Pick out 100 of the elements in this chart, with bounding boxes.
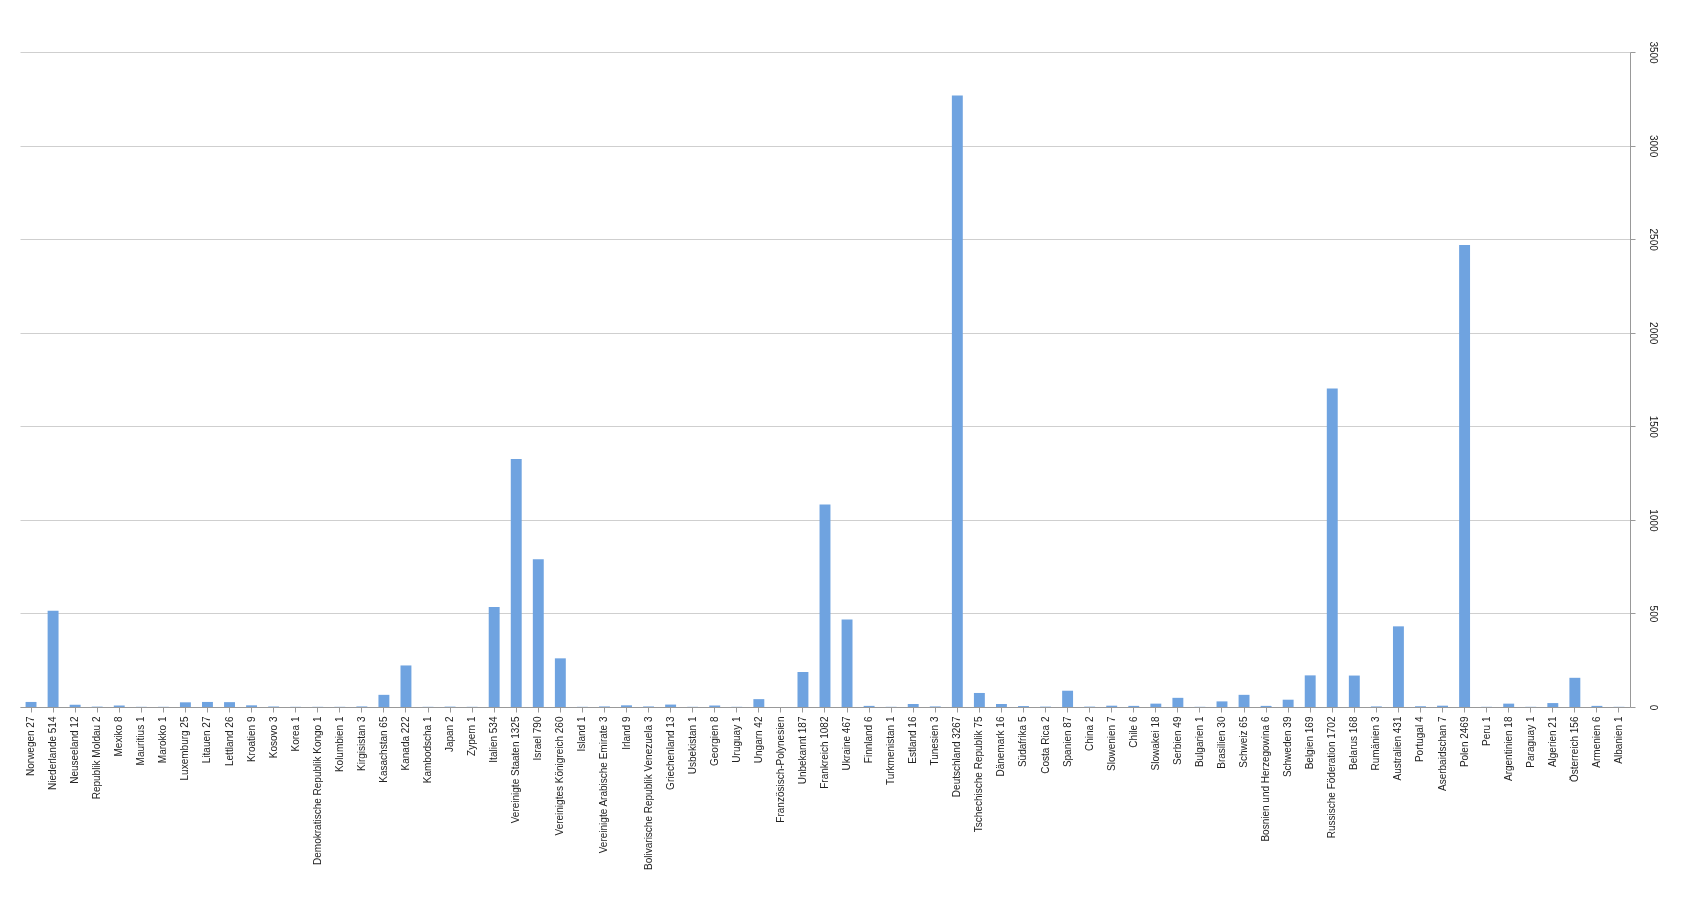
x-tick-label: Norwegen 27: [25, 716, 37, 776]
x-tick-label: Neuseeland 12: [69, 716, 81, 784]
bar: [973, 692, 985, 707]
x-tick-label: Spanien 87: [1061, 716, 1073, 768]
y-tick-label: 3000: [1647, 134, 1659, 158]
bar: [1392, 626, 1404, 707]
x-tick-label: Slowakei 18: [1149, 716, 1161, 771]
x-tick-label: Bolivarische Republik Venezuela 3: [642, 716, 654, 870]
y-tick-label: 1000: [1647, 509, 1659, 532]
x-tick-label: Chile 6: [1127, 716, 1139, 748]
x-tick-label: Tschechische Republik 75: [973, 716, 985, 833]
x-tick-label: Vereinigte Arabische Emirate 3: [598, 716, 610, 854]
bar: [25, 701, 37, 707]
x-tick-label: Luxemburg 25: [179, 716, 191, 781]
bar: [488, 607, 500, 707]
x-tick-label: Kambodscha 1: [422, 716, 434, 784]
x-tick-label: Paraguay 1: [1524, 716, 1536, 768]
x-tick-label: Aserbaidschan 7: [1436, 716, 1448, 791]
y-tick-label: 2500: [1647, 228, 1659, 252]
x-tick-label: Estland 16: [907, 716, 919, 764]
y-tick-label: 3500: [1647, 41, 1659, 65]
bar: [995, 704, 1007, 707]
bar: [1062, 690, 1074, 707]
y-tick-label: 1500: [1647, 415, 1659, 439]
x-tick-label: Belgien 169: [1304, 716, 1316, 770]
x-tick-label: Polen 2469: [1458, 716, 1470, 768]
bar: [1172, 697, 1184, 707]
bar: [202, 701, 213, 707]
bar: [510, 459, 522, 707]
x-tick-label: Ungarn 42: [752, 716, 764, 764]
x-tick-label: Schweiz 65: [1238, 716, 1250, 768]
bar: [1216, 701, 1228, 707]
x-tick-label: Australien 431: [1392, 716, 1404, 781]
x-tick-label: Mauritius 1: [135, 716, 147, 766]
bar: [1348, 675, 1360, 707]
x-tick-label: Vereinigtes Königreich 260: [554, 716, 566, 836]
x-tick-label: Kanada 222: [399, 716, 411, 771]
x-tick-label: Französisch-Polynesien: [774, 716, 786, 823]
x-tick-label: Kolumbien 1: [333, 716, 345, 773]
bar: [400, 665, 412, 707]
x-tick-label: Algerien 21: [1546, 716, 1558, 768]
bar: [378, 694, 390, 707]
bar: [1282, 699, 1294, 707]
bar: [179, 702, 191, 707]
x-tick-label: Lettland 26: [223, 716, 235, 766]
x-tick-label: Japan 2: [444, 716, 456, 753]
x-tick-label: Zypern 1: [466, 716, 478, 756]
x-tick-label: Marokko 1: [157, 716, 169, 764]
x-tick-label: Bulgarien 1: [1193, 716, 1205, 768]
x-tick-label: Bosnien und Herzegowina 6: [1260, 716, 1272, 842]
x-tick-label: Republik Moldau 2: [91, 716, 103, 800]
bar: [224, 702, 235, 707]
x-tick-label: Costa Rica 2: [1039, 716, 1051, 774]
y-tick-label: 500: [1647, 605, 1659, 623]
y-tick-label: 0: [1647, 704, 1659, 711]
x-tick-label: Irland 9: [620, 716, 632, 750]
x-tick-label: Dänemark 16: [995, 716, 1007, 777]
x-tick-label: Kirgisistan 3: [355, 716, 367, 771]
x-tick-label: Slowenien 7: [1105, 716, 1117, 771]
x-tick-label: Kosovo 3: [267, 716, 279, 759]
x-tick-label: Italien 534: [488, 716, 500, 763]
x-tick-label: Deutschland 3267: [951, 716, 963, 798]
x-tick-label: Ukraine 467: [841, 716, 853, 771]
x-tick-label: Vereinigte Staaten 1325: [510, 716, 522, 824]
bar: [554, 658, 566, 707]
x-tick-label: Niederlande 514: [47, 716, 59, 790]
bar: [532, 559, 544, 707]
x-tick-label: Schweden 39: [1282, 716, 1294, 778]
x-tick-label: Finnland 6: [863, 716, 875, 764]
bar: [819, 504, 831, 707]
bar: [797, 672, 809, 707]
x-tick-label: Turkmenistan 1: [885, 716, 897, 786]
bar: [1547, 703, 1559, 707]
x-tick-label: Griechenland 13: [664, 716, 676, 790]
x-tick-label: Unbekannt 187: [796, 716, 808, 785]
x-tick-label: Armenien 6: [1590, 716, 1602, 768]
x-tick-label: Litauen 27: [201, 716, 213, 764]
x-tick-label: Usbekistan 1: [686, 716, 698, 775]
x-tick-label: Rumänien 3: [1370, 716, 1382, 771]
x-tick-label: Serbien 49: [1171, 716, 1183, 765]
x-tick-label: Belarus 168: [1348, 716, 1360, 770]
x-tick-label: Brasilien 30: [1215, 716, 1227, 769]
x-tick-label: Georgien 8: [708, 716, 720, 766]
bar: [1326, 388, 1338, 707]
x-tick-label: Tunesien 3: [929, 716, 941, 766]
x-tick-label: Mexiko 8: [113, 716, 125, 757]
x-tick-label: Kroatien 9: [245, 716, 257, 763]
x-tick-label: Demokratische Republik Kongo 1: [311, 716, 323, 865]
bar: [1238, 694, 1250, 707]
bar: [951, 95, 963, 707]
x-tick-label: Südafrika 5: [1017, 716, 1029, 768]
x-tick-label: Frankreich 1082: [819, 716, 830, 789]
x-tick-label: Albanien 1: [1612, 716, 1624, 764]
x-tick-label: Russische Föderation 1702: [1326, 716, 1338, 839]
x-tick-label: Uruguay 1: [730, 716, 742, 763]
x-tick-label: Israel 790: [532, 716, 544, 761]
x-tick-label: Kasachstan 65: [377, 716, 389, 783]
bar: [1304, 675, 1316, 707]
x-tick-label: Portugal 4: [1414, 716, 1426, 763]
x-tick-label: Korea 1: [289, 716, 301, 752]
